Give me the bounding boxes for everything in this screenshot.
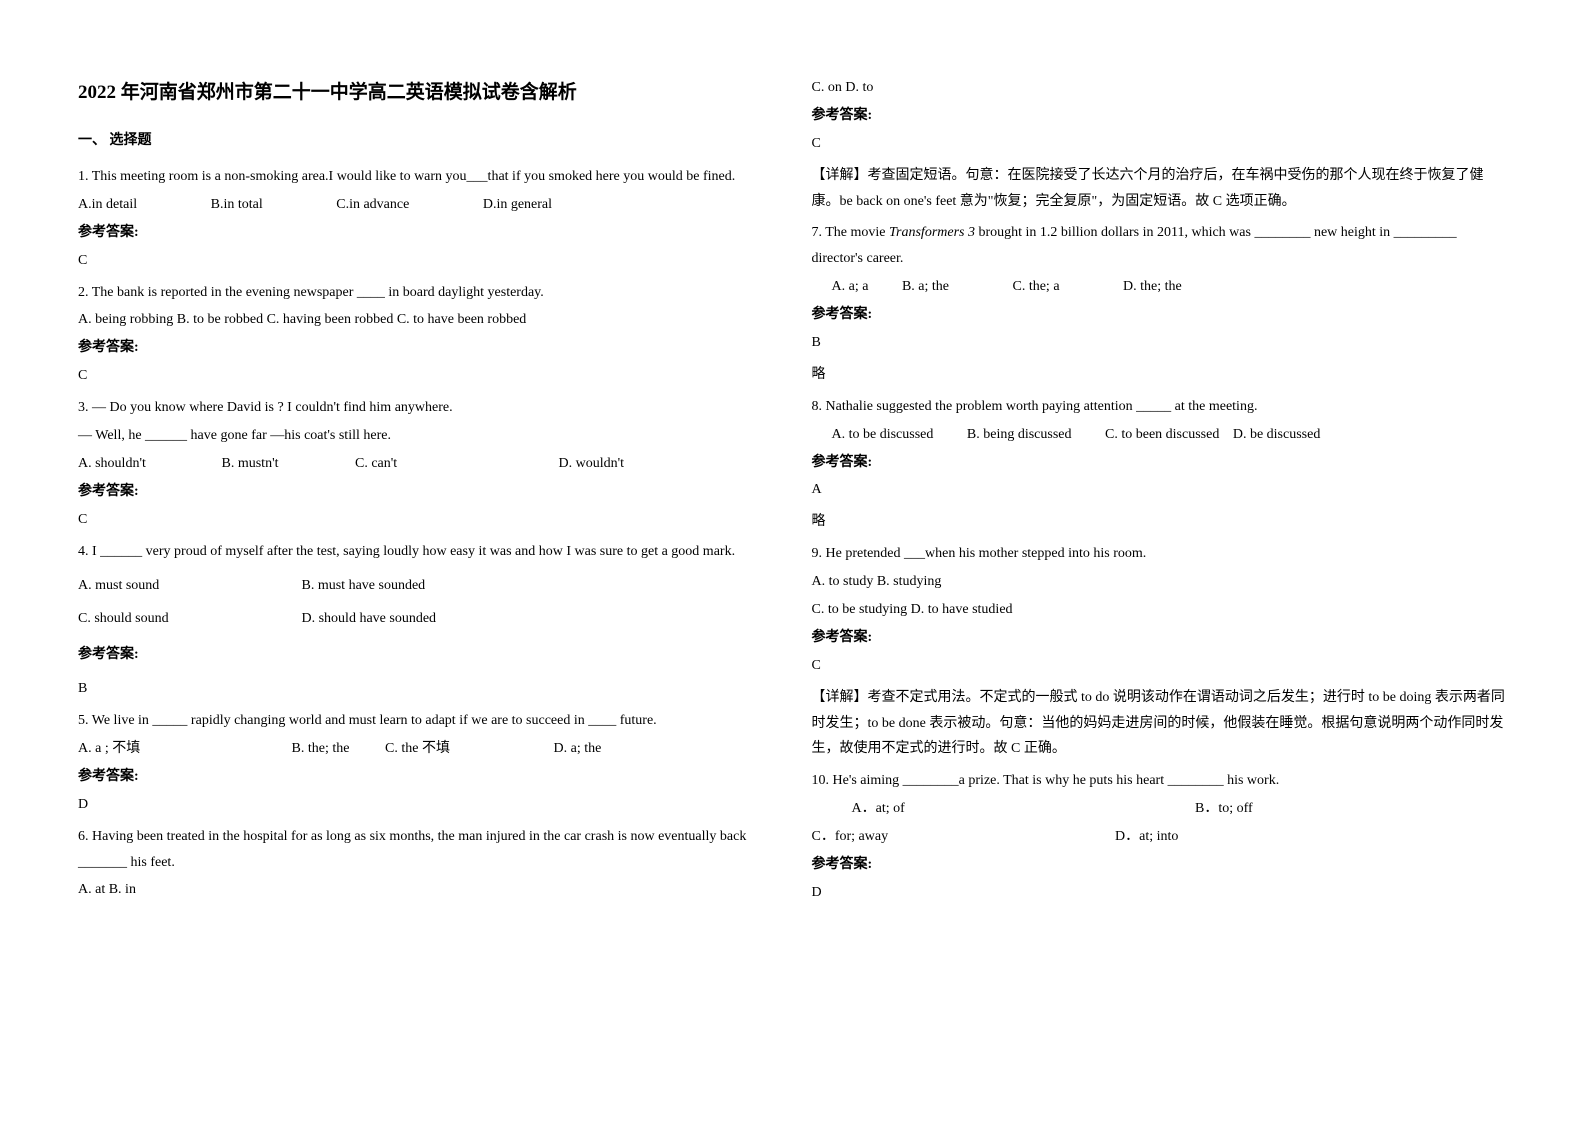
q4-opt-a: A. must sound	[78, 573, 298, 599]
q1-opt-a: A.in detail	[78, 192, 137, 218]
answer-label: 参考答案:	[78, 479, 776, 505]
question-10: 10. He's aiming ________a prize. That is…	[812, 768, 1510, 905]
q9-explain: 【详解】考查不定式用法。不定式的一般式 to do 说明该动作在谓语动词之后发生…	[812, 685, 1510, 763]
q3-opt-a: A. shouldn't	[78, 451, 218, 477]
q8-text: 8. Nathalie suggested the problem worth …	[812, 394, 1510, 420]
q1-answer: C	[78, 248, 776, 274]
answer-label: 参考答案:	[78, 764, 776, 790]
q5-answer: D	[78, 792, 776, 818]
q3-line1: 3. — Do you know where David is ? I coul…	[78, 395, 776, 421]
q9-opts-ab: A. to study B. studying	[812, 569, 1510, 595]
q7-text: 7. The movie Transformers 3 brought in 1…	[812, 220, 1510, 272]
q8-opt-c: C. to been discussed	[1105, 422, 1219, 448]
q3-opt-c: C. can't	[355, 451, 555, 477]
q9-text: 9. He pretended ___when his mother stepp…	[812, 541, 1510, 567]
q1-opt-d: D.in general	[483, 197, 552, 212]
question-5: 5. We live in _____ rapidly changing wor…	[78, 708, 776, 818]
question-7: 7. The movie Transformers 3 brought in 1…	[812, 220, 1510, 387]
q5-opt-c: C. the 不填	[385, 736, 550, 762]
answer-label: 参考答案:	[78, 335, 776, 361]
q5-opt-a: A. a ; 不填	[78, 736, 288, 762]
q9-answer: C	[812, 653, 1510, 679]
q5-text: 5. We live in _____ rapidly changing wor…	[78, 708, 776, 734]
q4-answer: B	[78, 676, 776, 702]
q2-text: 2. The bank is reported in the evening n…	[78, 280, 776, 306]
q10-opts-row2: C．for; away D．at; into	[812, 824, 1510, 850]
q7-answer: B	[812, 330, 1510, 356]
answer-label: 参考答案:	[812, 852, 1510, 878]
q4-opt-b: B. must have sounded	[302, 578, 426, 593]
answer-label: 参考答案:	[812, 103, 1510, 129]
q7-italic: Transformers 3	[889, 225, 975, 240]
q3-line2: — Well, he ______ have gone far —his coa…	[78, 423, 776, 449]
q1-opt-b: B.in total	[211, 192, 263, 218]
answer-label: 参考答案:	[78, 642, 776, 668]
q4-options-row2: C. should sound D. should have sounded	[78, 606, 776, 632]
q8-answer: A	[812, 477, 1510, 503]
answer-label: 参考答案:	[812, 302, 1510, 328]
q10-opt-b: B．to; off	[1195, 801, 1253, 816]
q8-omit: 略	[812, 509, 1510, 535]
question-8: 8. Nathalie suggested the problem worth …	[812, 394, 1510, 535]
q6-explain: 【详解】考查固定短语。句意：在医院接受了长达六个月的治疗后，在车祸中受伤的那个人…	[812, 163, 1510, 215]
question-4: 4. I ______ very proud of myself after t…	[78, 539, 776, 702]
q6-opts-cd: C. on D. to	[812, 75, 1510, 101]
q7-text1: 7. The movie	[812, 225, 890, 240]
q3-answer: C	[78, 507, 776, 533]
q9-opts-cd: C. to be studying D. to have studied	[812, 597, 1510, 623]
q10-opts-row1: A．at; of B．to; off	[812, 796, 1510, 822]
answer-label: 参考答案:	[812, 450, 1510, 476]
q8-opt-b: B. being discussed	[967, 422, 1072, 448]
q8-opt-a: A. to be discussed	[832, 422, 934, 448]
q7-opt-d: D. the; the	[1123, 279, 1182, 294]
q8-options: A. to be discussed B. being discussed C.…	[812, 422, 1510, 448]
q10-answer: D	[812, 880, 1510, 906]
answer-label: 参考答案:	[812, 625, 1510, 651]
question-2: 2. The bank is reported in the evening n…	[78, 280, 776, 390]
q1-opt-c: C.in advance	[336, 192, 409, 218]
q6-opts-ab: A. at B. in	[78, 877, 776, 903]
q4-options-row1: A. must sound B. must have sounded	[78, 573, 776, 599]
q10-text: 10. He's aiming ________a prize. That is…	[812, 768, 1510, 794]
question-3: 3. — Do you know where David is ? I coul…	[78, 395, 776, 532]
q6-text: 6. Having been treated in the hospital f…	[78, 824, 776, 876]
q2-options: A. being robbing B. to be robbed C. havi…	[78, 307, 776, 333]
question-6-part1: 6. Having been treated in the hospital f…	[78, 824, 776, 904]
question-9: 9. He pretended ___when his mother stepp…	[812, 541, 1510, 762]
page-title: 2022 年河南省郑州市第二十一中学高二英语模拟试卷含解析	[78, 75, 776, 110]
q7-options: A. a; a B. a; the C. the; a D. the; the	[812, 274, 1510, 300]
section-header: 一、 选择题	[78, 128, 776, 154]
q4-text: 4. I ______ very proud of myself after t…	[78, 539, 776, 565]
q7-opt-a: A. a; a	[832, 274, 869, 300]
q8-opt-d: D. be discussed	[1233, 427, 1321, 442]
q6-answer: C	[812, 131, 1510, 157]
q2-answer: C	[78, 363, 776, 389]
q5-opt-d: D. a; the	[554, 741, 602, 756]
q7-omit: 略	[812, 362, 1510, 388]
q3-options: A. shouldn't B. mustn't C. can't D. woul…	[78, 451, 776, 477]
answer-label: 参考答案:	[78, 220, 776, 246]
q5-options: A. a ; 不填 B. the; the C. the 不填 D. a; th…	[78, 736, 776, 762]
q10-opt-a: A．at; of	[852, 796, 1192, 822]
q7-opt-b: B. a; the	[902, 274, 949, 300]
q5-opt-b: B. the; the	[292, 736, 382, 762]
q7-opt-c: C. the; a	[1012, 274, 1059, 300]
q10-opt-d: D．at; into	[1115, 829, 1178, 844]
q1-options: A.in detail B.in total C.in advance D.in…	[78, 192, 776, 218]
q10-opt-c: C．for; away	[812, 824, 1112, 850]
question-6-part2: C. on D. to 参考答案: C 【详解】考查固定短语。句意：在医院接受了…	[812, 75, 1510, 214]
q1-text: 1. This meeting room is a non-smoking ar…	[78, 164, 776, 190]
q4-opt-c: C. should sound	[78, 606, 298, 632]
q3-opt-d: D. wouldn't	[559, 456, 625, 471]
q3-opt-b: B. mustn't	[222, 451, 352, 477]
question-1: 1. This meeting room is a non-smoking ar…	[78, 164, 776, 274]
q4-opt-d: D. should have sounded	[302, 611, 437, 626]
